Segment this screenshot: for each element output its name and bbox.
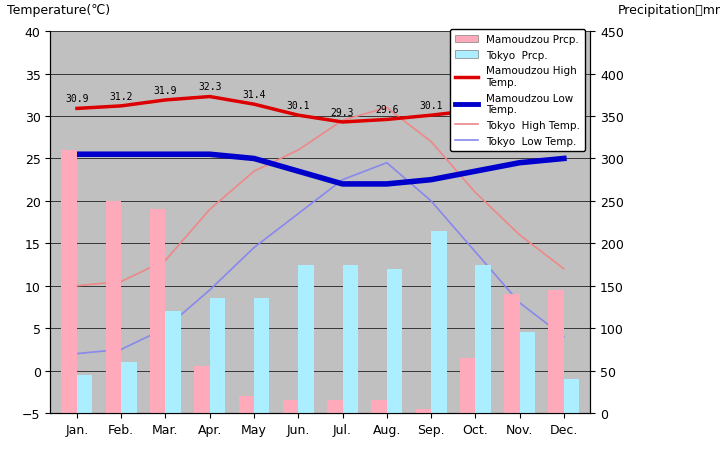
Bar bbox=[166, 312, 181, 413]
Text: 29.3: 29.3 bbox=[330, 108, 354, 118]
Bar bbox=[475, 265, 491, 413]
Text: Temperature(℃): Temperature(℃) bbox=[7, 4, 110, 17]
Bar bbox=[194, 367, 210, 413]
Bar bbox=[343, 265, 358, 413]
Bar bbox=[238, 396, 254, 413]
Bar bbox=[460, 358, 475, 413]
Text: 31.2: 31.2 bbox=[109, 92, 133, 101]
Bar bbox=[121, 362, 137, 413]
Bar bbox=[61, 151, 77, 413]
Bar bbox=[298, 265, 314, 413]
Bar bbox=[254, 299, 269, 413]
Bar bbox=[504, 295, 520, 413]
Text: Precipitation（mm）: Precipitation（mm） bbox=[618, 4, 720, 17]
Text: 31.4: 31.4 bbox=[242, 90, 266, 100]
Bar bbox=[549, 291, 564, 413]
Text: 30.1: 30.1 bbox=[419, 101, 443, 111]
Bar bbox=[150, 210, 166, 413]
Legend: Mamoudzou Prcp., Tokyo  Prcp., Mamoudzou High
Temp., Mamoudzou Low
Temp., Tokyo : Mamoudzou Prcp., Tokyo Prcp., Mamoudzou … bbox=[450, 30, 585, 152]
Text: 32.3: 32.3 bbox=[198, 82, 222, 92]
Bar bbox=[520, 333, 535, 413]
Bar bbox=[327, 400, 343, 413]
Bar bbox=[431, 231, 446, 413]
Text: 30.9: 30.9 bbox=[508, 94, 531, 104]
Text: 30.9: 30.9 bbox=[66, 94, 89, 104]
Bar bbox=[372, 400, 387, 413]
Text: 30.7: 30.7 bbox=[464, 96, 487, 106]
Bar bbox=[387, 269, 402, 413]
Bar bbox=[106, 202, 121, 413]
Bar bbox=[210, 299, 225, 413]
Bar bbox=[283, 400, 298, 413]
Text: 31.1: 31.1 bbox=[552, 92, 575, 102]
Text: 31.9: 31.9 bbox=[154, 86, 177, 95]
Text: 29.6: 29.6 bbox=[375, 105, 399, 115]
Bar bbox=[77, 375, 92, 413]
Text: 30.1: 30.1 bbox=[287, 101, 310, 111]
Bar bbox=[564, 379, 580, 413]
Bar bbox=[415, 409, 431, 413]
